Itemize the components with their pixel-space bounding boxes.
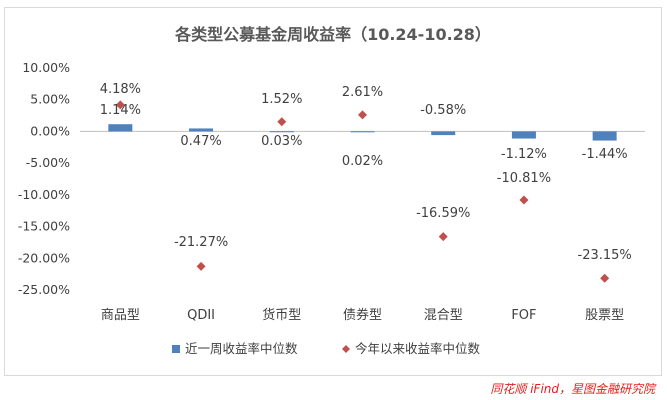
bar-series [108,124,617,141]
legend: 近一周收益率中位数 今年以来收益率中位数 [172,341,481,356]
bar-value-label: -1.44% [582,147,628,162]
marker-value-label: -16.59% [416,206,470,221]
x-tick-label: 股票型 [585,308,624,323]
x-tick-label: QDII [187,308,215,323]
bar-value-label: 0.02% [342,154,383,169]
x-tick-label: FOF [511,308,536,323]
marker-point [438,232,448,242]
bar [592,131,617,141]
bar-value-label: -1.12% [501,147,547,162]
marker-point [600,273,610,283]
y-axis: 10.00% 5.00% 0.00% -5.00% -10.00% -15.00% -20.… [18,60,70,297]
legend-bar-swatch [172,345,180,353]
source-note: 同花顺 iFind，星图金融研究院 [490,382,655,396]
chart-title: 各类型公募基金周收益率（10.24-10.28） [174,25,491,44]
marker-point [196,261,206,271]
marker-point [115,100,125,110]
bar-value-label: -0.58% [420,103,466,118]
y-tick-label: -25.00% [18,282,70,297]
bar [431,131,456,136]
y-tick-label: -20.00% [18,250,70,265]
x-tick-label: 商品型 [101,308,140,323]
y-tick-label: -5.00% [26,155,70,170]
marker-value-label: -23.15% [578,248,632,263]
x-tick-label: 混合型 [424,308,463,323]
x-axis: 商品型 QDII 货币型 债券型 混合型 FOF 股票型 [80,130,645,323]
y-tick-label: 10.00% [22,60,70,75]
marker-point [519,195,529,205]
bar-value-label: 0.03% [261,134,302,149]
chart-frame [4,7,662,376]
marker-point [358,110,367,120]
y-tick-label: -15.00% [18,219,70,234]
marker-series [115,100,610,283]
marker-value-label: 2.61% [342,85,383,100]
bar [269,131,294,133]
x-tick-label: 货币型 [262,307,301,323]
marker-value-label: -10.81% [497,171,551,186]
bar [189,128,214,132]
bar-value-label: 0.47% [180,134,221,149]
marker-value-label: -21.27% [174,235,228,250]
data-labels: 1.14% 0.47% 0.03% 0.02% -0.58% -1.12% -1.44% 4.… [100,82,632,263]
bar-value-label: 1.14% [100,103,141,118]
legend-marker-label: 今年以来收益率中位数 [355,341,481,356]
y-tick-label: -10.00% [18,187,70,202]
marker-value-label: 1.52% [261,92,302,107]
bar [108,124,133,132]
bar [350,131,375,133]
legend-bar-label: 近一周收益率中位数 [185,341,298,356]
y-tick-label: 5.00% [30,92,70,107]
y-tick-label: 0.00% [30,123,70,138]
marker-value-label: 4.18% [100,82,141,97]
legend-marker-swatch [342,345,350,353]
marker-point [277,117,287,127]
x-tick-label: 债券型 [343,307,382,323]
bar [511,131,536,139]
